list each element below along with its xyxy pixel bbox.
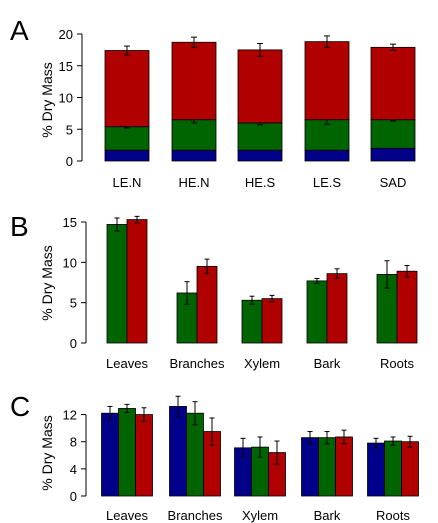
panel-letter-a: A <box>10 15 29 46</box>
x-tick-label: HE.N <box>178 175 209 190</box>
bar-sad <box>370 119 416 149</box>
bar-xylem <box>241 299 263 344</box>
bar-le-n <box>104 50 150 128</box>
bar-bark <box>326 273 348 344</box>
x-tick-label: Xylem <box>244 356 280 371</box>
panel-letter-c: C <box>10 391 30 422</box>
x-tick-label: SAD <box>380 175 407 190</box>
y-axis-label-a: % Dry Mass <box>39 62 55 137</box>
x-tick-label: LE.S <box>313 175 342 190</box>
y-tick-label: 15 <box>63 215 77 230</box>
bar-bark <box>301 437 319 497</box>
x-tick-label: Bark <box>314 508 341 523</box>
x-tick-label: Roots <box>376 508 410 523</box>
y-tick-label: 8 <box>70 435 77 450</box>
bar-bark <box>335 436 353 497</box>
y-tick-label: 15 <box>59 59 73 74</box>
y-tick-label: 0 <box>66 154 73 169</box>
x-tick-label: Xylem <box>242 508 278 523</box>
y-tick-label: 5 <box>66 122 73 137</box>
bar-leaves <box>118 408 136 497</box>
chart-panel-a: A % Dry Mass 0 5 10 15 20 LE.N HE.N HE.S LE.S SAD <box>10 15 416 190</box>
x-tick-label: Bark <box>314 356 341 371</box>
bar-sad <box>370 46 416 121</box>
bar-le-s <box>304 149 350 162</box>
x-tick-label: Leaves <box>106 508 148 523</box>
bar-leaves <box>101 412 119 497</box>
bar-branches <box>169 406 187 497</box>
bar-branches <box>196 265 218 344</box>
y-tick-label: 4 <box>70 462 77 477</box>
y-tick-label: 0 <box>70 336 77 351</box>
x-tick-label: LE.N <box>113 175 142 190</box>
x-tick-label: HE.S <box>245 175 276 190</box>
y-tick-label: 0 <box>70 489 77 504</box>
bar-roots <box>367 442 385 497</box>
y-axis-label-c: % Dry Mass <box>39 415 55 490</box>
bar-he-n <box>171 119 217 151</box>
bar-le-n <box>104 149 150 162</box>
bar-leaves <box>126 219 148 344</box>
bar-roots <box>396 270 418 344</box>
bar-he-s <box>237 49 283 124</box>
bar-branches <box>186 412 204 497</box>
y-tick-label: 10 <box>59 91 73 106</box>
x-tick-label: Branches <box>168 508 223 523</box>
chart-panel-c: C % Dry Mass 0 4 8 12 Leaves Branches Xylem Bar… <box>10 391 419 523</box>
bar-bark <box>306 280 328 344</box>
bar-bark <box>318 437 336 497</box>
y-axis-label-b: % Dry Mass <box>39 245 55 320</box>
y-tick-label: 20 <box>59 27 73 42</box>
y-tick-label: 10 <box>63 255 77 270</box>
chart-panel-b: B % Dry Mass 0 5 10 15 Leaves Branches Xylem Ba… <box>10 211 418 371</box>
plot-area-c: 0 4 8 12 Leaves Branches Xylem Bark Roots <box>63 395 419 523</box>
bar-le-n <box>104 126 150 151</box>
bar-roots <box>384 440 402 497</box>
bar-le-s <box>304 41 350 121</box>
bar-le-s <box>304 119 350 151</box>
plot-area-b: 0 5 10 15 Leaves Branches Xylem Bark Roots <box>63 215 418 371</box>
panel-letter-b: B <box>10 211 29 242</box>
y-tick-label: 12 <box>63 408 77 423</box>
x-tick-label: Leaves <box>106 356 148 371</box>
y-tick-label: 5 <box>70 296 77 311</box>
x-tick-label: Roots <box>380 356 414 371</box>
bar-leaves <box>135 414 153 497</box>
plot-area-a: 0 5 10 15 20 LE.N HE.N HE.S LE.S SAD <box>59 27 416 190</box>
bar-xylem <box>261 298 283 344</box>
bar-sad <box>370 147 416 162</box>
bar-roots <box>401 441 419 497</box>
bar-he-s <box>237 149 283 162</box>
x-tick-label: Branches <box>170 356 225 371</box>
bar-he-n <box>171 41 217 121</box>
bar-he-n <box>171 149 217 162</box>
bar-he-s <box>237 122 283 151</box>
bar-leaves <box>106 224 128 344</box>
